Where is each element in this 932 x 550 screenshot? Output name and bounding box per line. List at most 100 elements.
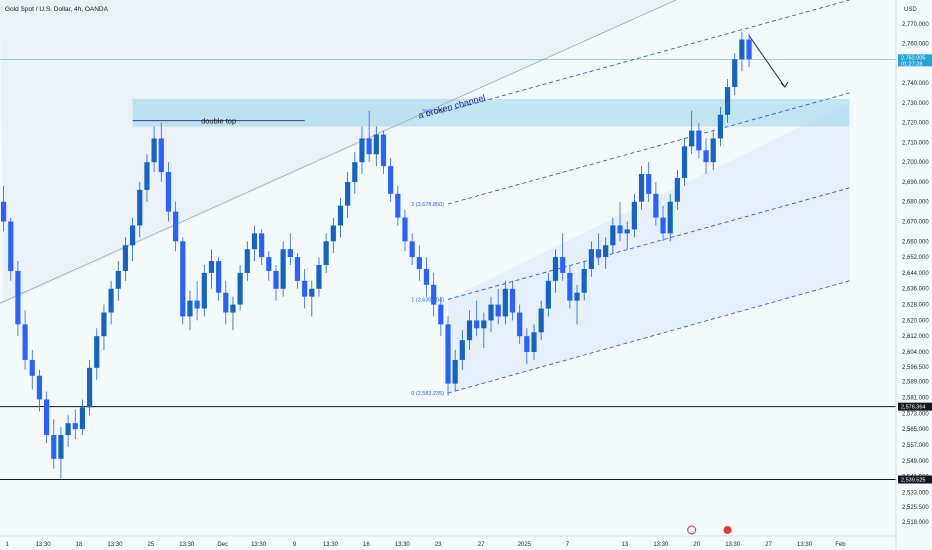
y-tick-label: 2,518.000 xyxy=(902,520,929,526)
candle-body xyxy=(474,320,480,329)
y-tick-label: 2,565.000 xyxy=(902,427,929,433)
candle xyxy=(108,280,114,325)
candle xyxy=(395,185,401,226)
candle xyxy=(402,209,408,252)
candle-body xyxy=(137,189,143,226)
candle xyxy=(380,130,387,175)
candle-body xyxy=(703,150,709,163)
y-tick-label: 2,581.000 xyxy=(902,395,929,401)
candle xyxy=(466,310,473,351)
candle xyxy=(29,350,35,390)
candle-body xyxy=(560,257,566,273)
x-tick-label: 20 xyxy=(693,542,700,548)
candle-body xyxy=(423,268,430,285)
candle-body xyxy=(603,245,609,258)
candle-body xyxy=(72,423,78,430)
candle xyxy=(122,237,129,281)
candle-body xyxy=(144,162,150,190)
x-tick-label: 16 xyxy=(363,542,370,548)
x-tick-label: 13:30 xyxy=(107,542,123,548)
candle xyxy=(43,391,50,443)
candle-body xyxy=(445,324,451,384)
candle xyxy=(79,399,86,436)
candle xyxy=(560,233,566,281)
candle xyxy=(703,138,709,175)
candle-body xyxy=(588,249,594,269)
candle-body xyxy=(538,308,544,333)
candle-body xyxy=(309,288,315,297)
y-tick-label: 2,690.000 xyxy=(902,180,929,186)
candle xyxy=(474,300,480,337)
candle-body xyxy=(481,320,487,329)
candle xyxy=(373,126,379,167)
candle-body xyxy=(667,201,673,234)
candle xyxy=(610,217,616,254)
candle xyxy=(588,241,594,277)
y-tick-label: 2,740.000 xyxy=(902,81,929,87)
candle xyxy=(746,33,752,68)
candle-body xyxy=(158,138,164,173)
candle xyxy=(581,261,587,301)
candle xyxy=(488,296,494,333)
candle-body xyxy=(15,270,21,325)
candle-body xyxy=(323,241,329,266)
y-tick-label: 2,573.000 xyxy=(902,411,929,417)
candle xyxy=(330,217,336,254)
candle-body xyxy=(409,241,415,258)
candle-body xyxy=(610,225,616,246)
event-marker-bolt-icon[interactable] xyxy=(687,525,697,535)
candle-body xyxy=(165,172,172,212)
channel-shade xyxy=(448,102,850,394)
candle xyxy=(216,257,222,301)
candle xyxy=(388,158,394,202)
y-tick-label: 2,670.000 xyxy=(902,220,929,226)
candle-body xyxy=(732,59,738,88)
candle-body xyxy=(660,217,666,234)
candle xyxy=(266,251,272,281)
support-tag-label-0: 2,576.364 xyxy=(901,405,925,411)
candle-body xyxy=(653,193,659,218)
candle xyxy=(689,110,695,155)
x-tick-label: 13:30 xyxy=(395,542,411,548)
x-tick-label: 18 xyxy=(76,542,83,548)
candle-body xyxy=(79,407,86,430)
candle-body xyxy=(36,375,43,400)
x-tick-label: Dec xyxy=(217,542,228,548)
candle-body xyxy=(459,340,465,360)
candle-body xyxy=(724,87,731,115)
candle xyxy=(352,152,358,194)
fib-label-0: 0 (2,583.235) xyxy=(411,391,444,397)
x-tick-label: 25 xyxy=(147,542,154,548)
candle-body xyxy=(29,359,35,376)
candle-body xyxy=(388,166,394,194)
y-tick-label: 2,652.000 xyxy=(902,255,929,261)
y-tick-label: 2,710.000 xyxy=(902,140,929,146)
x-tick-label: 13:30 xyxy=(653,542,669,548)
y-tick-label: 2,700.000 xyxy=(902,160,929,166)
chart-title: Gold Spot / U.S. Dollar, 4h, OANDA xyxy=(5,6,109,13)
x-tick-label: 2025 xyxy=(518,542,532,548)
candle-body xyxy=(151,138,157,163)
candle-body xyxy=(273,270,279,289)
candle xyxy=(144,154,150,202)
candle xyxy=(345,172,351,218)
event-marker-flag-icon[interactable] xyxy=(723,526,732,534)
candle-body xyxy=(223,292,229,313)
candle xyxy=(552,249,559,293)
candle-body xyxy=(352,162,358,182)
candle xyxy=(237,265,243,311)
candle-body xyxy=(689,130,695,147)
candle xyxy=(187,290,193,331)
candle xyxy=(481,312,487,349)
candle-body xyxy=(115,270,121,289)
candle xyxy=(724,79,731,123)
candle-body xyxy=(380,134,387,167)
candle-body xyxy=(617,225,623,234)
y-tick-label: 2,596.500 xyxy=(902,365,929,371)
support-tag-1 xyxy=(898,475,932,484)
candle xyxy=(302,268,308,309)
candle-body xyxy=(552,257,559,281)
candle-body xyxy=(130,225,136,246)
candle-body xyxy=(717,114,723,139)
